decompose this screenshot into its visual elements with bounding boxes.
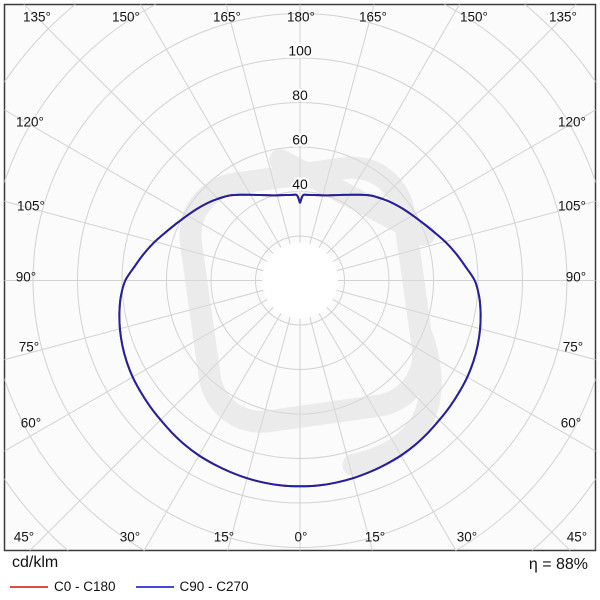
angle-label: 135°	[23, 10, 51, 25]
angle-label: 45°	[14, 530, 34, 545]
legend-label-c90: C90 - C270	[179, 579, 249, 594]
unit-label: cd/klm	[12, 554, 59, 571]
radial-tick-label: 100	[288, 43, 312, 59]
angle-label: 15°	[214, 530, 234, 545]
angle-label: 120°	[558, 115, 586, 130]
radial-tick-label: 40	[292, 176, 308, 192]
watermark-logo	[179, 149, 442, 476]
legend-label-c0: C0 - C180	[54, 579, 116, 594]
angle-label: 30°	[457, 530, 477, 545]
angle-label: 120°	[16, 115, 44, 130]
legend-item-c90-c270: C90 - C270	[135, 579, 249, 594]
radial-tick-label: 60	[292, 132, 308, 148]
angle-label: 105°	[558, 199, 586, 214]
angle-label: 60°	[21, 416, 41, 431]
curve-c90-c270	[118, 193, 482, 488]
angle-label: 150°	[112, 10, 140, 25]
angle-label: 165°	[213, 10, 241, 25]
legend-item-c0-c180: C0 - C180	[10, 579, 116, 594]
legend-line-c90-icon	[135, 585, 174, 588]
angle-label: 90°	[16, 270, 36, 285]
angle-label: 75°	[19, 340, 39, 355]
angle-label: 165°	[359, 10, 387, 25]
angle-label: 105°	[17, 199, 45, 214]
radial-tick-labels: 40 60 80 100	[286, 40, 315, 195]
radial-tick-label: 80	[292, 87, 308, 103]
angle-label: 180°	[287, 10, 315, 25]
angle-label: 0°	[295, 530, 308, 545]
angle-label: 15°	[365, 530, 385, 545]
legend: C0 - C180 C90 - C270	[10, 579, 249, 594]
angle-label: 60°	[561, 416, 581, 431]
angle-label: 45°	[567, 530, 587, 545]
angle-label: 30°	[120, 530, 140, 545]
efficiency-label: η = 88%	[528, 556, 588, 573]
angle-labels: 135° 150° 165° 180° 165° 150° 135° 120° 105° 90° 7…	[14, 10, 587, 545]
legend-line-c0-icon	[10, 585, 48, 588]
angle-label: 150°	[460, 10, 488, 25]
angle-label: 90°	[566, 270, 586, 285]
center-mask-disk	[262, 242, 338, 319]
angle-label: 75°	[563, 340, 583, 355]
angle-label: 135°	[549, 10, 577, 25]
